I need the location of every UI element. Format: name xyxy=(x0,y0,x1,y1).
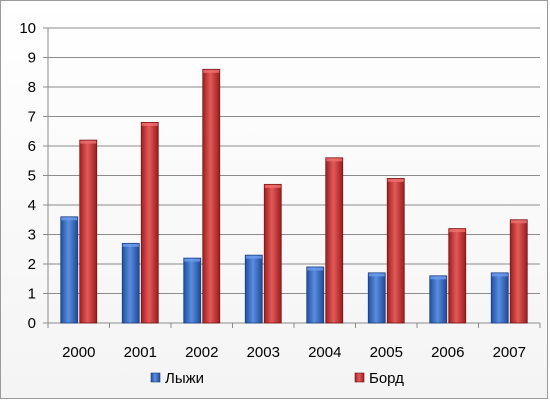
x-tick-labels: 2000 2001 2002 2003 2004 2005 2006 2007 xyxy=(62,344,526,361)
bar-lyzhi-2005 xyxy=(367,272,386,324)
y-tick-label: 8 xyxy=(28,79,36,96)
legend: Лыжи Борд xyxy=(150,370,404,387)
legend-label-lyzhi: Лыжи xyxy=(165,370,204,387)
bar-bord-2001 xyxy=(140,122,159,324)
bar-bord-2000 xyxy=(79,139,98,324)
bar-bord-2005 xyxy=(386,178,405,324)
x-tick-label: 2001 xyxy=(124,344,157,361)
bar-top-highlight xyxy=(184,258,201,262)
bar-top-highlight xyxy=(430,276,447,280)
bar-top-highlight xyxy=(368,273,385,277)
legend-label-bord: Борд xyxy=(369,370,404,387)
bar-lyzhi-2007 xyxy=(490,272,509,324)
bar-lyzhi-2006 xyxy=(429,275,448,324)
bar-top-highlight xyxy=(307,267,324,271)
y-tick-label: 6 xyxy=(28,138,36,155)
y-tick-labels: 0 1 2 3 4 5 6 7 8 9 10 xyxy=(19,20,36,332)
bar-top-highlight xyxy=(491,273,508,277)
y-tick-label: 0 xyxy=(28,315,36,332)
bar-top-highlight xyxy=(387,178,404,182)
gridlines xyxy=(48,27,540,294)
bar-bord-2007 xyxy=(509,219,528,324)
bar-top-highlight xyxy=(80,140,97,144)
y-tick-label: 4 xyxy=(28,197,36,214)
y-tick-label: 2 xyxy=(28,256,36,273)
bar-top-highlight xyxy=(264,184,281,188)
bar-top-highlight xyxy=(449,229,466,233)
bar-top-highlight xyxy=(61,217,78,221)
legend-swatch-bord xyxy=(354,372,365,383)
bar-bord-2002 xyxy=(202,68,221,324)
bar-top-highlight xyxy=(122,243,139,247)
bar-lyzhi-2003 xyxy=(244,254,263,324)
bar-bord-2004 xyxy=(325,157,344,324)
y-tick-label: 5 xyxy=(28,168,36,185)
x-tick-label: 2000 xyxy=(62,344,95,361)
bar-top-highlight xyxy=(245,255,262,259)
bar-lyzhi-2001 xyxy=(121,242,140,324)
bar-lyzhi-2004 xyxy=(306,266,325,324)
bar-bord-2003 xyxy=(263,183,282,324)
bar-lyzhi-2000 xyxy=(60,216,79,324)
legend-swatch-lyzhi xyxy=(150,372,161,383)
bar-bord-2006 xyxy=(448,228,467,324)
x-tick-label: 2004 xyxy=(308,344,341,361)
bar-top-highlight xyxy=(510,220,527,224)
x-tick-label: 2006 xyxy=(431,344,464,361)
y-tick-label: 10 xyxy=(19,20,36,37)
y-tick-label: 3 xyxy=(28,227,36,244)
x-tick-label: 2002 xyxy=(185,344,218,361)
y-tick-label: 9 xyxy=(28,50,36,67)
y-tick-label: 1 xyxy=(28,286,36,303)
bar-lyzhi-2002 xyxy=(183,257,202,324)
bar-top-highlight xyxy=(141,122,158,126)
x-tick-label: 2005 xyxy=(370,344,403,361)
bars xyxy=(60,68,528,324)
bar-top-highlight xyxy=(326,158,343,162)
x-tick-label: 2003 xyxy=(247,344,280,361)
bar-top-highlight xyxy=(203,69,220,73)
y-tick-label: 7 xyxy=(28,109,36,126)
x-tick-label: 2007 xyxy=(493,344,526,361)
